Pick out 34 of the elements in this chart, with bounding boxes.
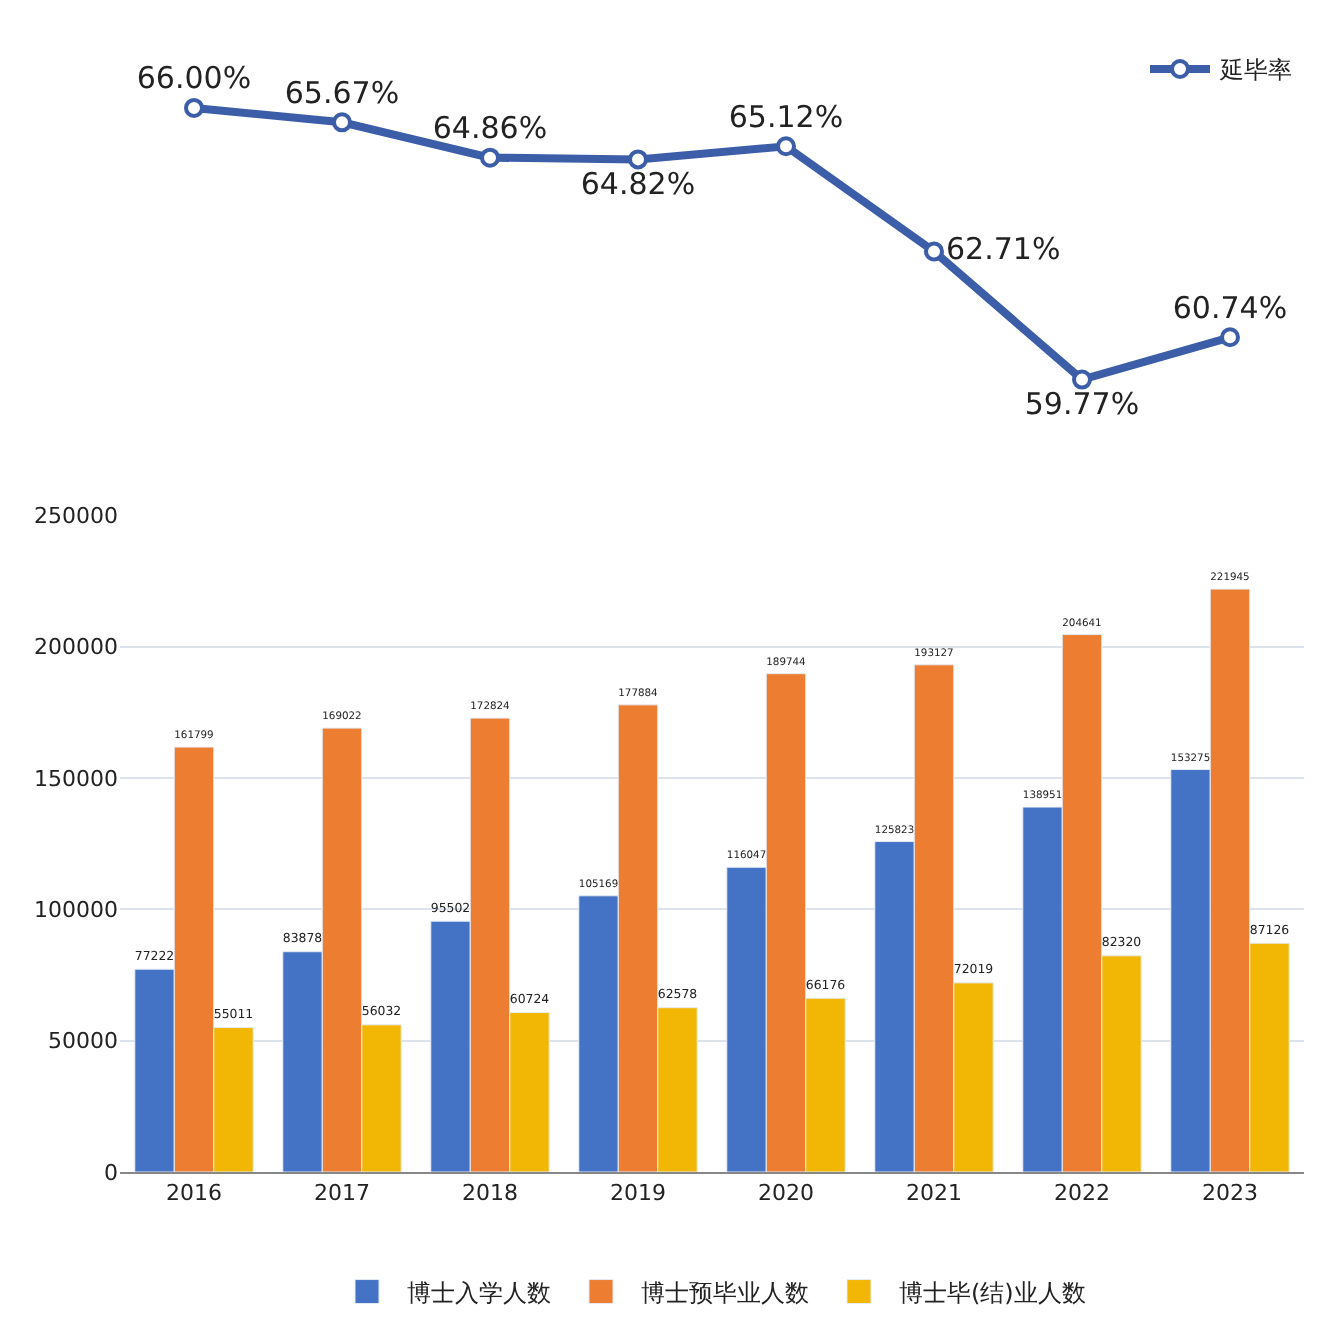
data-label: 64.82% (580, 165, 696, 202)
data-label: 64.86% (432, 110, 548, 147)
legend-label: 延毕率 (1218, 56, 1292, 85)
point (1072, 369, 1092, 390)
point (776, 136, 796, 157)
data-label: 66.00% (136, 60, 252, 97)
point (1220, 327, 1240, 348)
y-tick-label: 150000 (34, 765, 118, 792)
point (332, 112, 352, 133)
y-tick-label: 200000 (34, 634, 118, 661)
x-tick-label: 2020 (758, 1180, 814, 1207)
x-tick-label: 2016 (166, 1180, 222, 1207)
point (628, 149, 648, 170)
y-tick-label: 250000 (34, 503, 118, 530)
x-tick-label: 2023 (1202, 1180, 1258, 1207)
point (924, 241, 944, 262)
y-tick-label: 0 (104, 1159, 118, 1186)
x-tick-label: 2022 (1054, 1180, 1110, 1207)
x-tick-label: 2019 (610, 1180, 666, 1207)
y-tick-label: 100000 (34, 897, 118, 924)
legend-label: 博士毕(结)业人数 (899, 1278, 1086, 1307)
data-label: 65.12% (728, 98, 844, 135)
point (184, 97, 204, 118)
point (480, 147, 500, 168)
x-tick-label: 2021 (906, 1180, 962, 1207)
data-label: 60.74% (1172, 289, 1288, 326)
data-label: 59.77% (1024, 386, 1140, 423)
legend-label: 博士预毕业人数 (641, 1278, 809, 1307)
x-tick-label: 2017 (314, 1180, 370, 1207)
x-tick-label: 2018 (462, 1180, 518, 1207)
data-label: 65.67% (284, 74, 400, 111)
data-label: 62.71% (946, 230, 1061, 267)
y-tick-label: 50000 (48, 1028, 118, 1055)
legend-label: 博士入学人数 (407, 1278, 551, 1307)
